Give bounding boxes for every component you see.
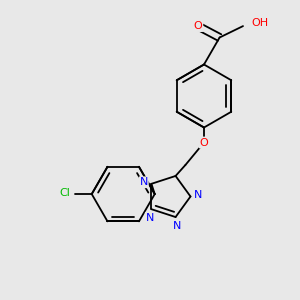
- Text: Cl: Cl: [60, 188, 71, 198]
- Text: OH: OH: [251, 18, 268, 28]
- Text: N: N: [146, 213, 154, 223]
- Text: O: O: [194, 21, 202, 31]
- Text: N: N: [173, 220, 181, 231]
- Text: O: O: [200, 137, 208, 148]
- Text: N: N: [194, 190, 202, 200]
- Text: N: N: [140, 177, 148, 187]
